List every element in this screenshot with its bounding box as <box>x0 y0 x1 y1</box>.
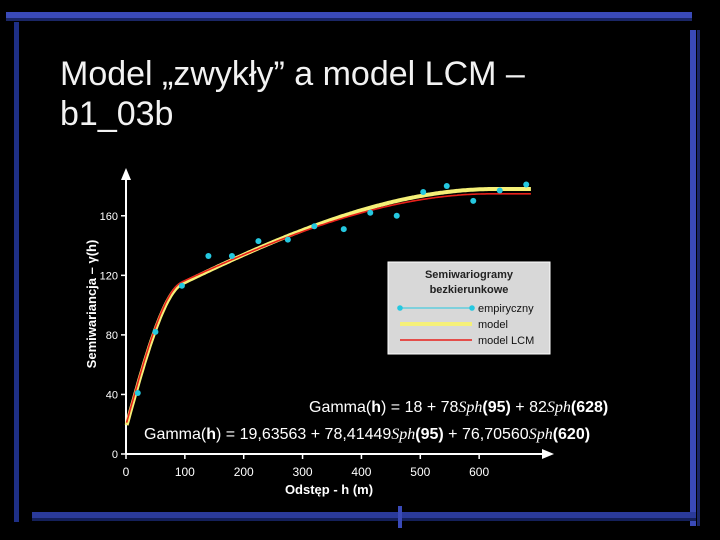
right-frame-bar <box>690 30 696 526</box>
semivariogram-chart: 0 100 200 300 400 500 600 0 40 80 120 160 Semiwaria… <box>84 168 608 497</box>
legend: Semiwariogramy bezkierunkowe empiryczny … <box>387 261 551 355</box>
data-point-empiryczny <box>420 188 427 195</box>
chart-points <box>134 181 530 396</box>
data-point-empiryczny <box>134 389 141 396</box>
y-tick-label: 80 <box>106 330 118 342</box>
y-tick-label: 0 <box>112 449 118 461</box>
data-point-empiryczny <box>470 197 477 204</box>
data-point-empiryczny <box>367 209 374 216</box>
x-tick-label: 400 <box>351 465 371 479</box>
data-point-empiryczny <box>255 238 262 245</box>
data-point-empiryczny <box>205 252 212 259</box>
x-tick-label: 500 <box>410 465 430 479</box>
x-axis-arrow <box>542 449 554 459</box>
bottom-frame-marker <box>398 506 402 528</box>
top-frame-bar <box>6 12 692 18</box>
formula-model-lcm: Gamma(h) = 19,63563 + 78,41449Sph(95) + … <box>144 426 590 443</box>
data-point-empiryczny <box>393 212 400 219</box>
slide-title-line-2: b1_03b <box>60 95 174 133</box>
top-frame-bar-shadow <box>6 18 692 21</box>
right-frame-bar-shadow <box>697 30 700 526</box>
legend-title-line-1: Semiwariogramy <box>425 269 514 281</box>
y-axis-label: Semiwariancja – γ(h) <box>84 240 99 369</box>
legend-label-model: model <box>478 319 508 331</box>
data-point-empiryczny <box>340 226 347 233</box>
x-axis-label: Odstęp - h (m) <box>285 482 373 497</box>
chart-curves <box>124 187 531 426</box>
data-point-empiryczny <box>496 187 503 194</box>
x-tick-label: 200 <box>234 465 254 479</box>
legend-title-line-2: bezkierunkowe <box>430 284 509 296</box>
y-tick-label: 160 <box>100 211 118 223</box>
data-point-empiryczny <box>152 328 159 335</box>
x-tick-label: 600 <box>469 465 489 479</box>
x-tick-label: 0 <box>123 465 130 479</box>
legend-label-model-lcm: model LCM <box>478 335 534 347</box>
x-tick-label: 100 <box>175 465 195 479</box>
slide-title-line-1: Model „zwykły” a model LCM – <box>60 55 525 93</box>
chart-axes <box>121 168 554 459</box>
data-point-empiryczny <box>311 223 318 230</box>
left-frame-bar <box>14 22 19 522</box>
legend-marker-empiryczny-1 <box>397 305 403 311</box>
formula-model: Gamma(h) = 18 + 78Sph(95) + 82Sph(628) <box>309 399 608 416</box>
slide-title: Model „zwykły” a model LCM – b1_03b <box>60 54 525 134</box>
data-point-empiryczny <box>178 282 185 289</box>
x-tick-label: 300 <box>293 465 313 479</box>
series-line-model-lcm <box>125 193 531 423</box>
chart-ticks: 0 100 200 300 400 500 600 0 40 80 120 160 <box>100 211 490 479</box>
legend-label-empiryczny: empiryczny <box>478 303 534 315</box>
bottom-frame-bar <box>32 512 696 518</box>
bottom-frame-bar-shadow <box>32 518 696 521</box>
data-point-empiryczny <box>284 236 291 243</box>
series-line-model <box>124 187 531 426</box>
y-axis-arrow <box>121 168 131 180</box>
legend-marker-empiryczny-2 <box>469 305 475 311</box>
data-point-empiryczny <box>228 252 235 259</box>
data-point-empiryczny <box>523 181 530 188</box>
data-point-empiryczny <box>443 183 450 189</box>
y-tick-label: 120 <box>100 270 118 282</box>
y-tick-label: 40 <box>106 389 118 401</box>
